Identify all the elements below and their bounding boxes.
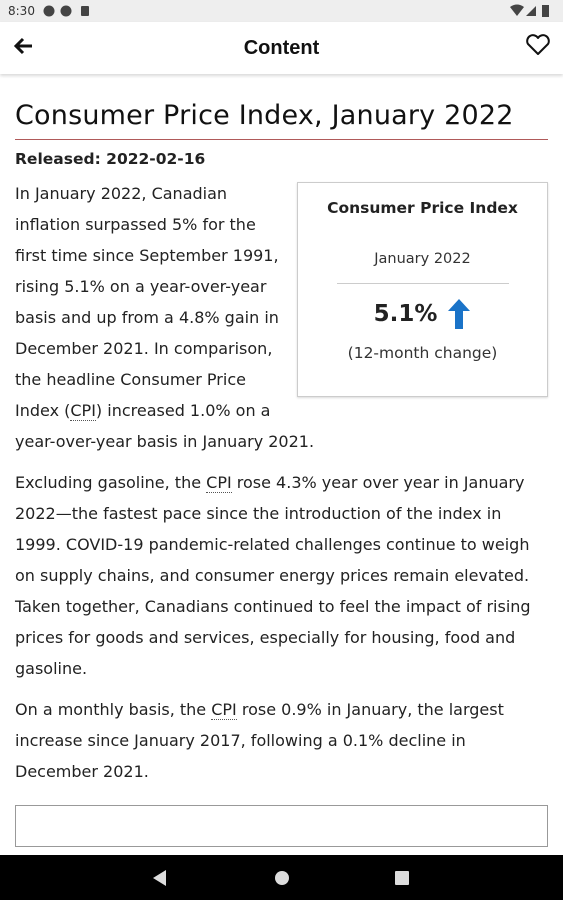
paragraph: Consumer Price Index January 2022 5.1% (… [15,178,548,457]
navigation-bar [0,855,563,900]
abbreviation[interactable]: CPI [206,473,232,493]
box-heading: Consumer Price Index [327,199,518,217]
status-icons [43,5,89,17]
app-bar-title: Content [243,37,320,59]
box-value: 5.1% [373,301,438,327]
text: On a monthly basis, the [15,700,212,719]
nav-home[interactable] [275,871,289,885]
divider [336,283,509,284]
table-frame [15,805,548,847]
box-period: January 2022 [374,251,471,267]
text: Excluding gasoline, the [15,473,207,492]
abbreviation[interactable]: CPI [70,401,96,421]
summary-box: Consumer Price Index January 2022 5.1% (… [297,182,548,397]
back-button[interactable] [12,34,36,58]
up-arrow-icon [448,299,471,329]
text: rose 0.9% in January, the largest increa… [15,700,504,781]
abbreviation[interactable]: CPI [211,700,237,720]
text: In January 2022, Canadian inflation surp… [15,184,279,420]
nav-recents[interactable] [395,871,409,885]
paragraph: Excluding gasoline, the CPI rose 4.3% ye… [15,467,548,684]
app-bar: Content [0,22,563,74]
paragraph: On a monthly basis, the CPI rose 0.9% in… [15,694,548,787]
nav-buttons [153,870,409,886]
article-title: Consumer Price Index, January 2022 [15,100,548,140]
box-note: (12-month change) [347,344,498,362]
text: rose 4.3% year over year in January 2022… [15,473,531,678]
favorite-button[interactable] [525,33,551,57]
status-time: 8:30 [8,4,35,18]
article: Consumer Price Index, January 2022 Relea… [0,76,563,855]
release-date: Released: 2022-02-16 [15,150,206,168]
status-system-icons [510,4,549,17]
nav-back[interactable] [153,870,166,886]
text: ) increased 1.0% on a year-over-year bas… [15,401,315,451]
status-bar: 8:30 [0,0,563,22]
